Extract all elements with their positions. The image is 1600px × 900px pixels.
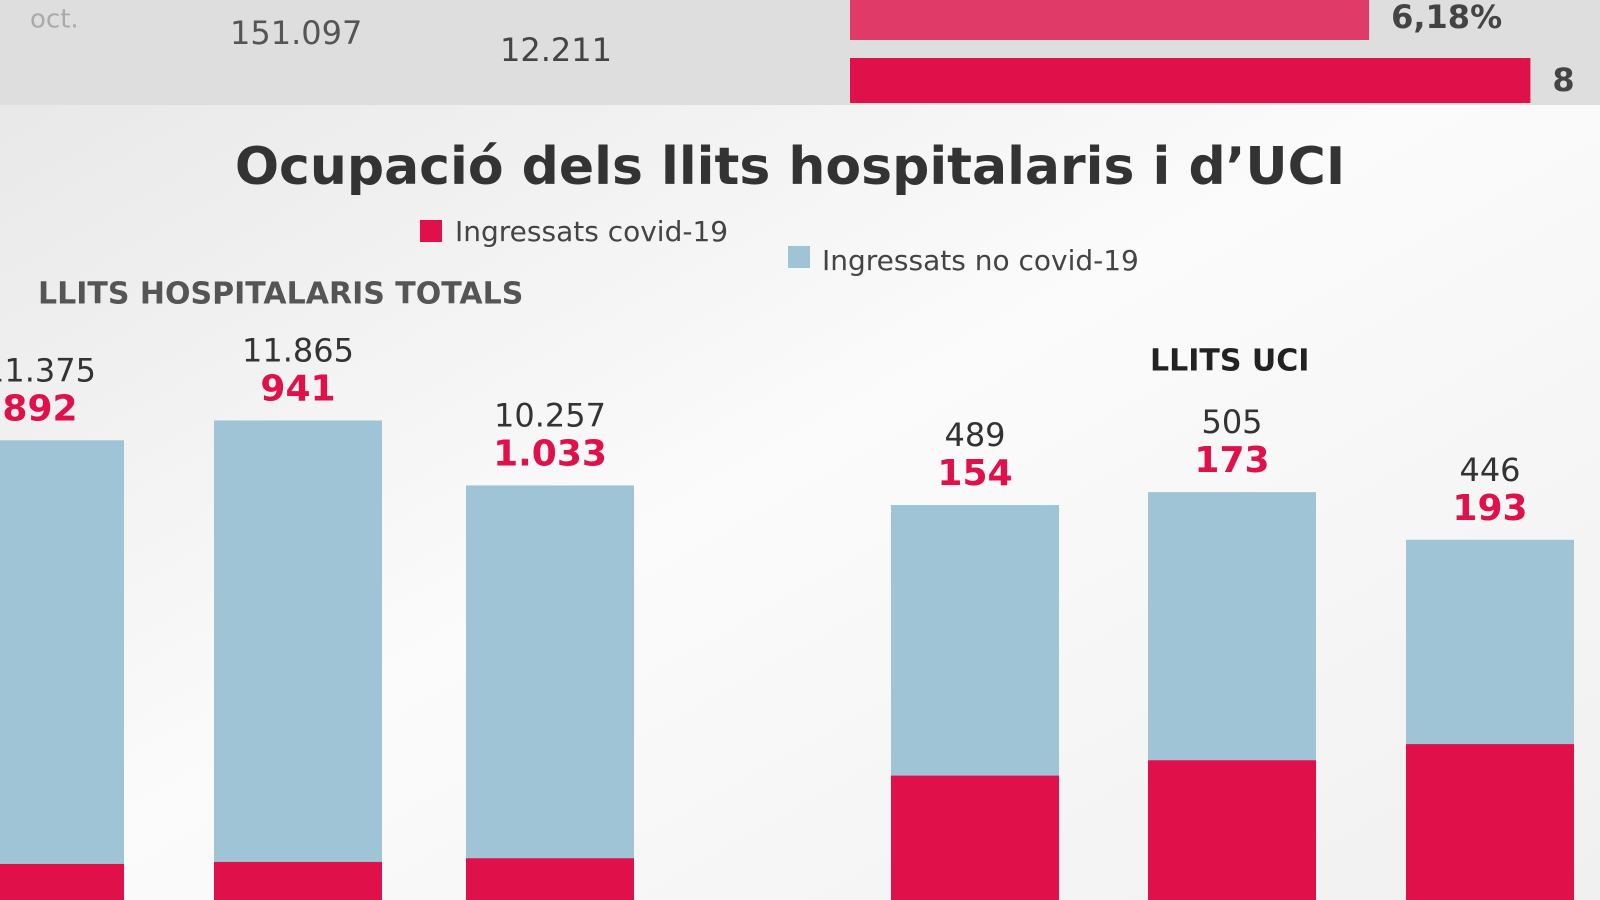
table-cell: 12.211 xyxy=(500,31,612,69)
panel-title: LLITS HOSPITALARIS TOTALS xyxy=(38,277,523,312)
bar-covid xyxy=(0,863,124,900)
total-label: 489 xyxy=(944,416,1005,454)
total-label: 11.865 xyxy=(242,331,354,369)
header-bar xyxy=(850,58,1531,103)
total-label: 446 xyxy=(1459,451,1520,489)
legend-label: Ingressats no covid-19 xyxy=(822,244,1139,277)
chart-title: Ocupació dels llits hospitalaris i d’UCI xyxy=(235,137,1345,197)
legend-label: Ingressats covid-19 xyxy=(455,215,728,248)
bar-covid xyxy=(466,858,634,900)
covid-label: 154 xyxy=(937,453,1012,494)
covid-label: 1.033 xyxy=(493,433,607,474)
total-label: 505 xyxy=(1201,403,1262,441)
panel-title: LLITS UCI xyxy=(1150,344,1309,379)
bar-label: 6,18% xyxy=(1391,0,1502,36)
bar-covid xyxy=(891,775,1059,900)
header-bar xyxy=(850,0,1370,40)
bar-no-covid xyxy=(466,485,634,900)
bar-covid xyxy=(214,861,382,900)
row-label: oct. xyxy=(30,5,79,35)
total-label: 11.375 xyxy=(0,351,96,389)
bar-label: 8 xyxy=(1552,61,1574,99)
bar-covid xyxy=(1148,760,1316,900)
covid-label: 193 xyxy=(1452,488,1527,529)
covid-label: 892 xyxy=(2,388,77,429)
bar-no-covid xyxy=(214,420,382,900)
table-cell: 151.097 xyxy=(230,14,362,52)
covid-label: 941 xyxy=(260,368,335,409)
legend-swatch xyxy=(788,246,810,268)
legend-swatch xyxy=(420,220,442,242)
total-label: 10.257 xyxy=(494,396,606,434)
covid-label: 173 xyxy=(1194,440,1269,481)
bar-covid xyxy=(1406,744,1574,900)
bar-no-covid xyxy=(0,440,124,900)
